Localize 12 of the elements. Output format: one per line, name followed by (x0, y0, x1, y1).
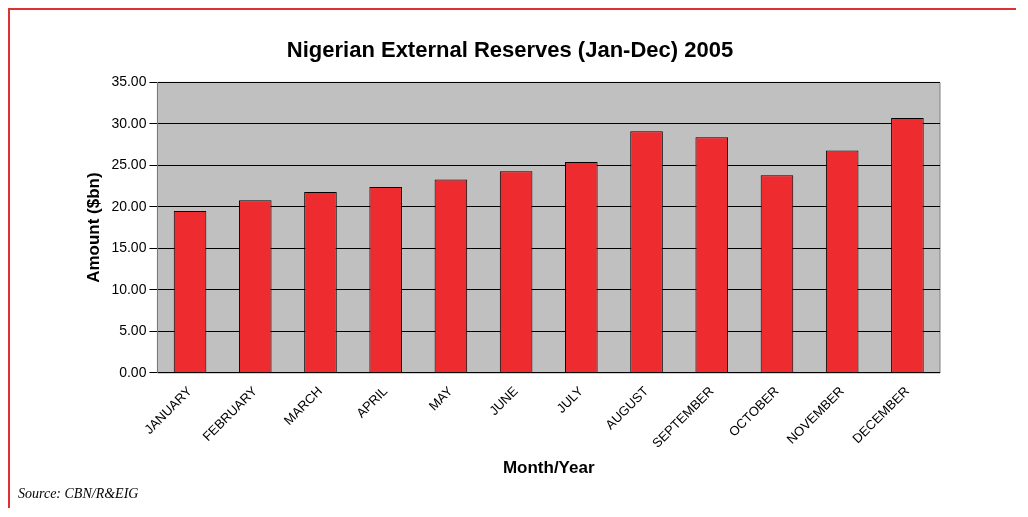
y-tick-label: 5.00 (119, 322, 147, 339)
source-note: Source: CBN/R&EIG (18, 486, 139, 502)
y-tick-label: 35.00 (111, 73, 147, 90)
y-tick-label: 0.00 (119, 363, 147, 380)
x-axis-title: Month/Year (502, 458, 595, 478)
y-tick-label: 30.00 (111, 114, 147, 131)
y-axis-title: Amount ($bn) (83, 172, 103, 283)
y-tick-label: 10.00 (111, 280, 147, 297)
y-tick-label: 15.00 (111, 239, 147, 256)
y-tick-label: 25.00 (111, 156, 147, 173)
chart-title: Nigerian External Reserves (Jan-Dec) 2005 (286, 37, 734, 63)
y-tick-label: 20.00 (111, 197, 147, 214)
